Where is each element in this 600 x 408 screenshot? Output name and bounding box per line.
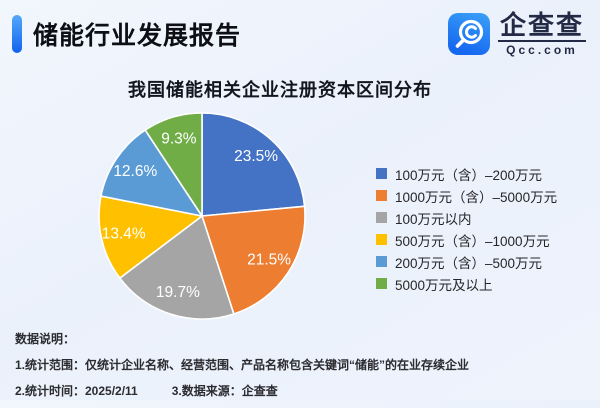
legend-label: 100万元（含）–200万元 — [395, 167, 543, 183]
legend-item: 1000万元（含）–5000万元 — [376, 188, 558, 205]
qcc-logo-text-block: 企查查 Qcc.com — [498, 11, 586, 57]
qcc-logo-icon — [448, 13, 490, 55]
legend-item: 100万元以内 — [376, 210, 557, 227]
note-date: 2.统计时间：2025/2/11 — [15, 384, 138, 398]
legend-label: 1000万元（含）–5000万元 — [395, 189, 558, 205]
pie-slice — [119, 215, 235, 320]
legend-label: 200万元（含）–500万元 — [395, 255, 543, 271]
note-meta: 2.统计时间：2025/2/11 3.数据来源：企查查 — [15, 382, 585, 399]
pie-slice — [201, 205, 306, 315]
magnifier-icon — [455, 19, 484, 48]
pie-slice-label: 19.7% — [156, 284, 200, 301]
qcc-logo-text: 企查查 — [499, 10, 584, 40]
pie-slice-label: 21.5% — [247, 252, 291, 269]
legend-swatch — [376, 168, 387, 179]
legend-label: 5000万元及以上 — [395, 277, 493, 293]
data-notes: 数据说明： 1.统计范围：仅统计企业名称、经营范围、产品名称包含关键词“储能”的… — [15, 330, 585, 408]
title-accent-bar — [12, 15, 22, 53]
legend-label: 500万元（含）–1000万元 — [395, 233, 550, 249]
legend-item: 100万元（含）–200万元 — [376, 166, 557, 183]
chart-title: 我国储能相关企业注册资本区间分布 — [128, 80, 432, 100]
header: 储能行业发展报告 — [12, 15, 241, 53]
legend-swatch — [376, 190, 387, 201]
legend-label: 100万元以内 — [395, 211, 472, 227]
legend-swatch — [376, 212, 387, 223]
legend-swatch — [376, 278, 387, 289]
pie-slice — [98, 195, 203, 279]
qcc-logo: 企查查 Qcc.com — [448, 11, 586, 57]
legend-item: 5000万元及以上 — [376, 276, 557, 293]
legend-item: 200万元（含）–500万元 — [376, 254, 557, 271]
page-title: 储能行业发展报告 — [33, 22, 242, 50]
pie-slice-label: 9.3% — [161, 131, 197, 148]
qcc-logo-domain: Qcc.com — [506, 43, 578, 57]
notes-heading: 数据说明： — [15, 332, 76, 346]
note-scope: 1.统计范围：仅统计企业名称、经营范围、产品名称包含关键词“储能”的在业存续企业 — [15, 358, 470, 372]
pie-slice — [201, 112, 306, 217]
legend-item: 500万元（含）–1000万元 — [376, 232, 557, 249]
pie-chart: 23.5% 21.5% 19.7% 13.4% 12.6%9.3% — [98, 112, 306, 320]
pie-slice — [144, 112, 203, 217]
note-source: 3.数据来源：企查查 — [171, 384, 278, 398]
legend-swatch — [376, 234, 387, 245]
legend-swatch — [376, 256, 387, 267]
chart-legend: 100万元（含）–200万元 1000万元（含）–5000万元 100万元以内 500… — [376, 166, 558, 293]
pie-slice — [100, 129, 203, 217]
pie-slice-label: 23.5% — [234, 148, 278, 165]
pie-slice-label: 13.4% — [102, 226, 146, 243]
logo-divider — [498, 40, 586, 42]
pie-slice-label: 12.6% — [113, 163, 157, 180]
